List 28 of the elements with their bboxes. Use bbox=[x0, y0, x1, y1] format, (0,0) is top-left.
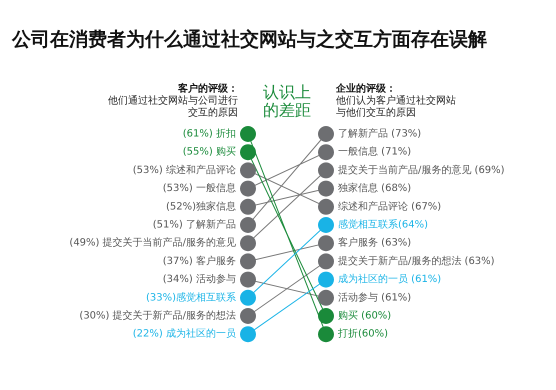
text: 认识上的差距 bbox=[263, 82, 311, 120]
data-label: (30%) 提交关于新产品/服务的想法 bbox=[79, 310, 236, 322]
data-label: (34%) 活动参与 bbox=[162, 273, 236, 286]
data-label: (33%)感觉相互联系 bbox=[146, 291, 236, 304]
data-label: 感觉相互联系(64%) bbox=[338, 218, 428, 230]
data-label: 了解新产品 (73%) bbox=[338, 128, 422, 140]
data-label: (53%) 综述和产品评论 bbox=[132, 164, 236, 176]
data-label: 客户服务 (63%) bbox=[338, 236, 412, 249]
data-label: (51%) 了解新产品 bbox=[152, 218, 236, 230]
data-label: 提交关于当前产品/服务的意见 (69%) bbox=[338, 164, 505, 176]
text: 公司在消费者为什么通过社交网站与之交互方面存在误解 bbox=[11, 28, 487, 50]
data-label: 打折(60%) bbox=[337, 328, 388, 340]
data-label: (52%)独家信息 bbox=[166, 200, 236, 212]
data-label: 成为社区的一员 (61%) bbox=[338, 273, 442, 286]
data-label: 独家信息 (68%) bbox=[338, 182, 412, 194]
data-label: (55%) 购买 bbox=[182, 146, 236, 158]
category-label: 客户的评级：他们通过社交网站与公司进行交互的原因 bbox=[108, 82, 238, 118]
data-label: 一般信息 (71%) bbox=[338, 146, 412, 158]
data-label: 综述和产品评论 (67%) bbox=[338, 200, 442, 212]
data-label: (61%) 折扣 bbox=[182, 128, 236, 140]
data-label: 活动参与 (61%) bbox=[338, 291, 412, 304]
data-label: (49%) 提交关于当前产品/服务的意见 bbox=[69, 236, 236, 249]
data-label: (37%) 客户服务 bbox=[162, 254, 236, 267]
data-label: (53%) 一般信息 bbox=[162, 182, 236, 194]
data-label: 提交关于新产品/服务的想法 (63%) bbox=[338, 254, 495, 267]
data-label: 购买 (60%) bbox=[338, 310, 392, 322]
category-label: 企业的评级：他们认为客户通过社交网站与他们交互的原因 bbox=[335, 82, 456, 118]
data-label: (22%) 成为社区的一员 bbox=[132, 328, 236, 340]
